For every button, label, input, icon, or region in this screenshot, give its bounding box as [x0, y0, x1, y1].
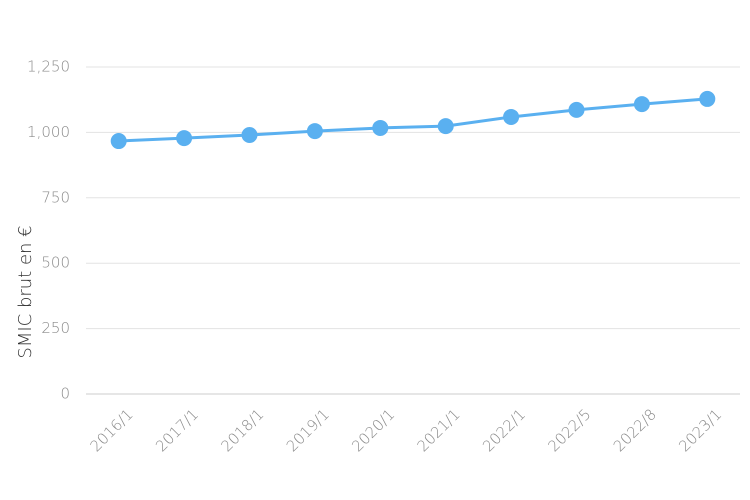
point	[176, 130, 193, 147]
point	[568, 101, 585, 118]
y-tick-label: 750	[41, 188, 70, 206]
x-tick-label: 2022/8	[610, 405, 660, 455]
y-tick-label: 1,250	[27, 58, 70, 76]
x-tick-label: 2018/1	[217, 405, 267, 455]
y-tick-label: 0	[60, 385, 70, 403]
x-tick-label: 2021/1	[414, 405, 464, 455]
y-tick-label: 500	[41, 254, 70, 272]
point	[372, 119, 389, 136]
point	[241, 127, 258, 144]
x-tick-label: 2020/1	[348, 405, 398, 455]
x-tick-label: 2019/1	[283, 405, 333, 455]
point	[503, 108, 520, 125]
point	[306, 123, 323, 140]
x-tick-label: 2023/1	[675, 405, 725, 455]
y-tick-label: 1,000	[27, 123, 70, 141]
point	[110, 133, 127, 150]
y-tick-label: 250	[41, 319, 70, 337]
point	[699, 90, 716, 107]
line	[118, 97, 708, 143]
point	[633, 96, 650, 113]
y-axis-label: SMIC brut en €	[15, 225, 36, 358]
x-tick-label: 2022/5	[544, 405, 594, 455]
point	[437, 118, 454, 135]
x-tick-label: 2022/1	[479, 405, 529, 455]
x-tick-label: 2016/1	[87, 405, 137, 455]
x-tick-label: 2017/1	[152, 405, 202, 455]
